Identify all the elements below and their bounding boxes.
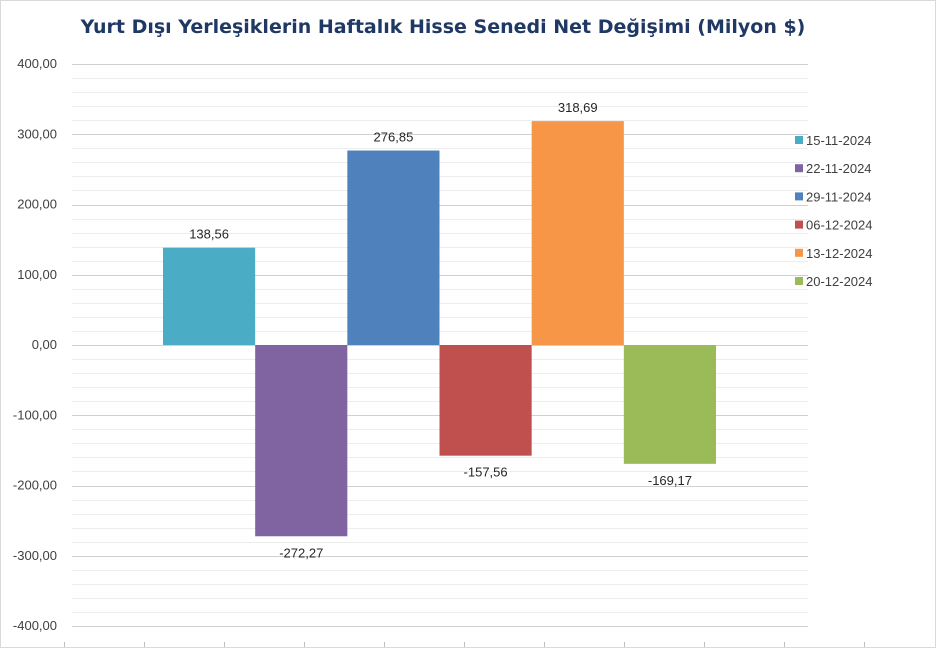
legend-label: 06-12-2024 bbox=[806, 218, 873, 233]
data-label: 276,85 bbox=[374, 130, 414, 145]
y-tick-label: 400,00 bbox=[17, 56, 57, 71]
legend-swatch bbox=[795, 164, 803, 173]
legend-label: 22-11-2024 bbox=[806, 161, 872, 176]
legend-swatch bbox=[795, 220, 803, 229]
data-label: -157,56 bbox=[464, 465, 508, 480]
bar bbox=[623, 345, 716, 464]
legend-label: 20-12-2024 bbox=[806, 274, 873, 289]
legend-swatch bbox=[795, 277, 803, 285]
y-tick-label: 100,00 bbox=[17, 267, 57, 282]
bar bbox=[347, 150, 440, 345]
legend-label: 29-11-2024 bbox=[806, 189, 872, 204]
legend-swatch bbox=[795, 192, 803, 201]
y-axis: 400,00 300,00 200,00 100,00 0,00 -100,00 -200,… bbox=[13, 56, 865, 647]
legend-label: 13-12-2024 bbox=[806, 246, 873, 261]
y-tick-label: -200,00 bbox=[13, 478, 57, 493]
legend-label: 15-11-2024 bbox=[806, 133, 872, 148]
y-tick-label: 200,00 bbox=[17, 197, 57, 212]
bar bbox=[255, 345, 348, 537]
bar bbox=[439, 345, 532, 456]
y-tick-label: -300,00 bbox=[13, 548, 57, 563]
legend-swatch bbox=[795, 248, 803, 257]
bars bbox=[163, 121, 716, 537]
y-tick-label: 0,00 bbox=[32, 337, 57, 352]
data-label: 138,56 bbox=[189, 227, 229, 242]
data-label: 318,69 bbox=[558, 100, 598, 115]
bar bbox=[163, 247, 256, 345]
data-labels: 138,56 -272,27 276,85 -157,56 318,69 -169,17 bbox=[189, 100, 692, 560]
y-tick-label: -100,00 bbox=[13, 407, 57, 422]
legend: 15-11-2024 22-11-2024 29-11-2024 06-12-2024… bbox=[795, 133, 873, 289]
bar bbox=[531, 121, 624, 346]
chart-title: Yurt Dışı Yerleşiklerin Haftalık Hisse S… bbox=[80, 16, 806, 38]
data-label: -169,17 bbox=[648, 473, 692, 488]
legend-swatch bbox=[795, 136, 803, 144]
data-label: -272,27 bbox=[279, 545, 323, 560]
y-tick-label: 300,00 bbox=[17, 126, 57, 141]
y-tick-label: -400,00 bbox=[13, 618, 57, 633]
